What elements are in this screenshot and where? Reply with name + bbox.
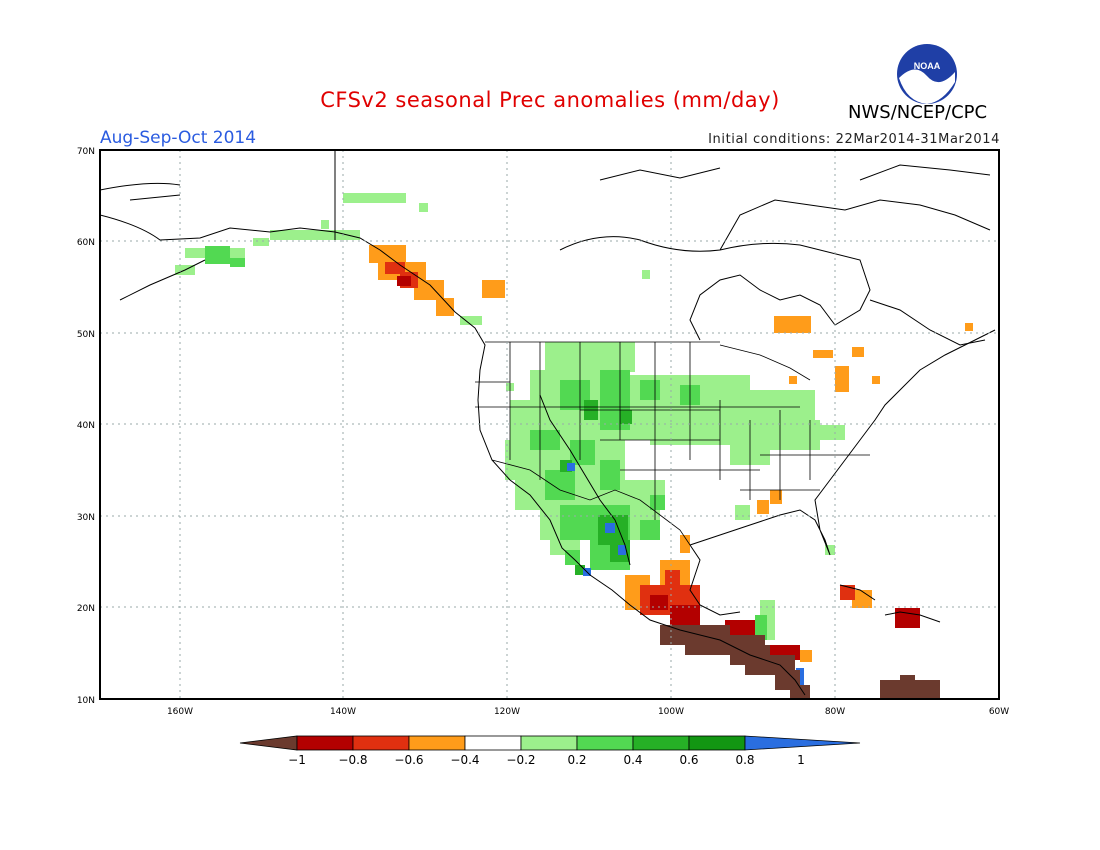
colorbar-label: −0.6 <box>394 753 423 767</box>
noaa-logo-icon: NOAA <box>897 44 957 104</box>
colorbar-above-arrow <box>744 735 861 751</box>
colorbar-bin <box>464 735 522 751</box>
longitude-labels: 160W 140W 120W 100W 80W 60W <box>167 707 1009 717</box>
colorbar: −1 −0.8 −0.6 −0.4 −0.2 0.2 0.4 0.6 0.8 1 <box>239 735 861 767</box>
initial-conditions-label: Initial conditions: 22Mar2014-31Mar2014 <box>708 132 1000 147</box>
colorbar-label: 0.2 <box>567 753 586 767</box>
period-label: Aug-Sep-Oct 2014 <box>100 128 257 148</box>
colorbar-label: −0.4 <box>450 753 479 767</box>
colorbar-bin <box>632 735 690 751</box>
latitude-label: 50N <box>77 330 95 340</box>
longitude-label: 80W <box>825 707 845 717</box>
latitude-label: 10N <box>77 696 95 706</box>
colorbar-bin <box>576 735 634 751</box>
longitude-label: 100W <box>658 707 684 717</box>
graticule <box>100 150 999 699</box>
longitude-label: 140W <box>330 707 356 717</box>
colorbar-bin <box>352 735 410 751</box>
colorbar-bin <box>520 735 578 751</box>
latitude-label: 40N <box>77 421 95 431</box>
latitude-label: 60N <box>77 238 95 248</box>
anomaly-shading <box>175 193 973 699</box>
longitude-label: 160W <box>167 707 193 717</box>
colorbar-bin <box>408 735 466 751</box>
latitude-label: 70N <box>77 147 95 157</box>
colorbar-below-arrow <box>239 735 298 751</box>
longitude-label: 60W <box>989 707 1009 717</box>
agency-label: NWS/NCEP/CPC <box>848 102 988 123</box>
colorbar-label: 0.4 <box>623 753 642 767</box>
map-title: CFSv2 seasonal Prec anomalies (mm/day) <box>320 88 780 112</box>
colorbar-bin <box>296 735 354 751</box>
longitude-label: 120W <box>494 707 520 717</box>
latitude-label: 20N <box>77 604 95 614</box>
coastlines <box>100 150 996 696</box>
colorbar-label: 1 <box>797 753 805 767</box>
colorbar-label: −0.2 <box>506 753 535 767</box>
colorbar-label: 0.6 <box>679 753 698 767</box>
colorbar-bin <box>688 735 746 751</box>
colorbar-label: −0.8 <box>338 753 367 767</box>
map-frame <box>99 149 1000 700</box>
colorbar-label: −1 <box>288 753 306 767</box>
colorbar-label: 0.8 <box>735 753 754 767</box>
noaa-logo-text: NOAA <box>914 61 941 71</box>
political-borders <box>475 341 870 546</box>
latitude-labels: 70N 60N 50N 40N 30N 20N 10N <box>77 147 95 706</box>
latitude-label: 30N <box>77 513 95 523</box>
